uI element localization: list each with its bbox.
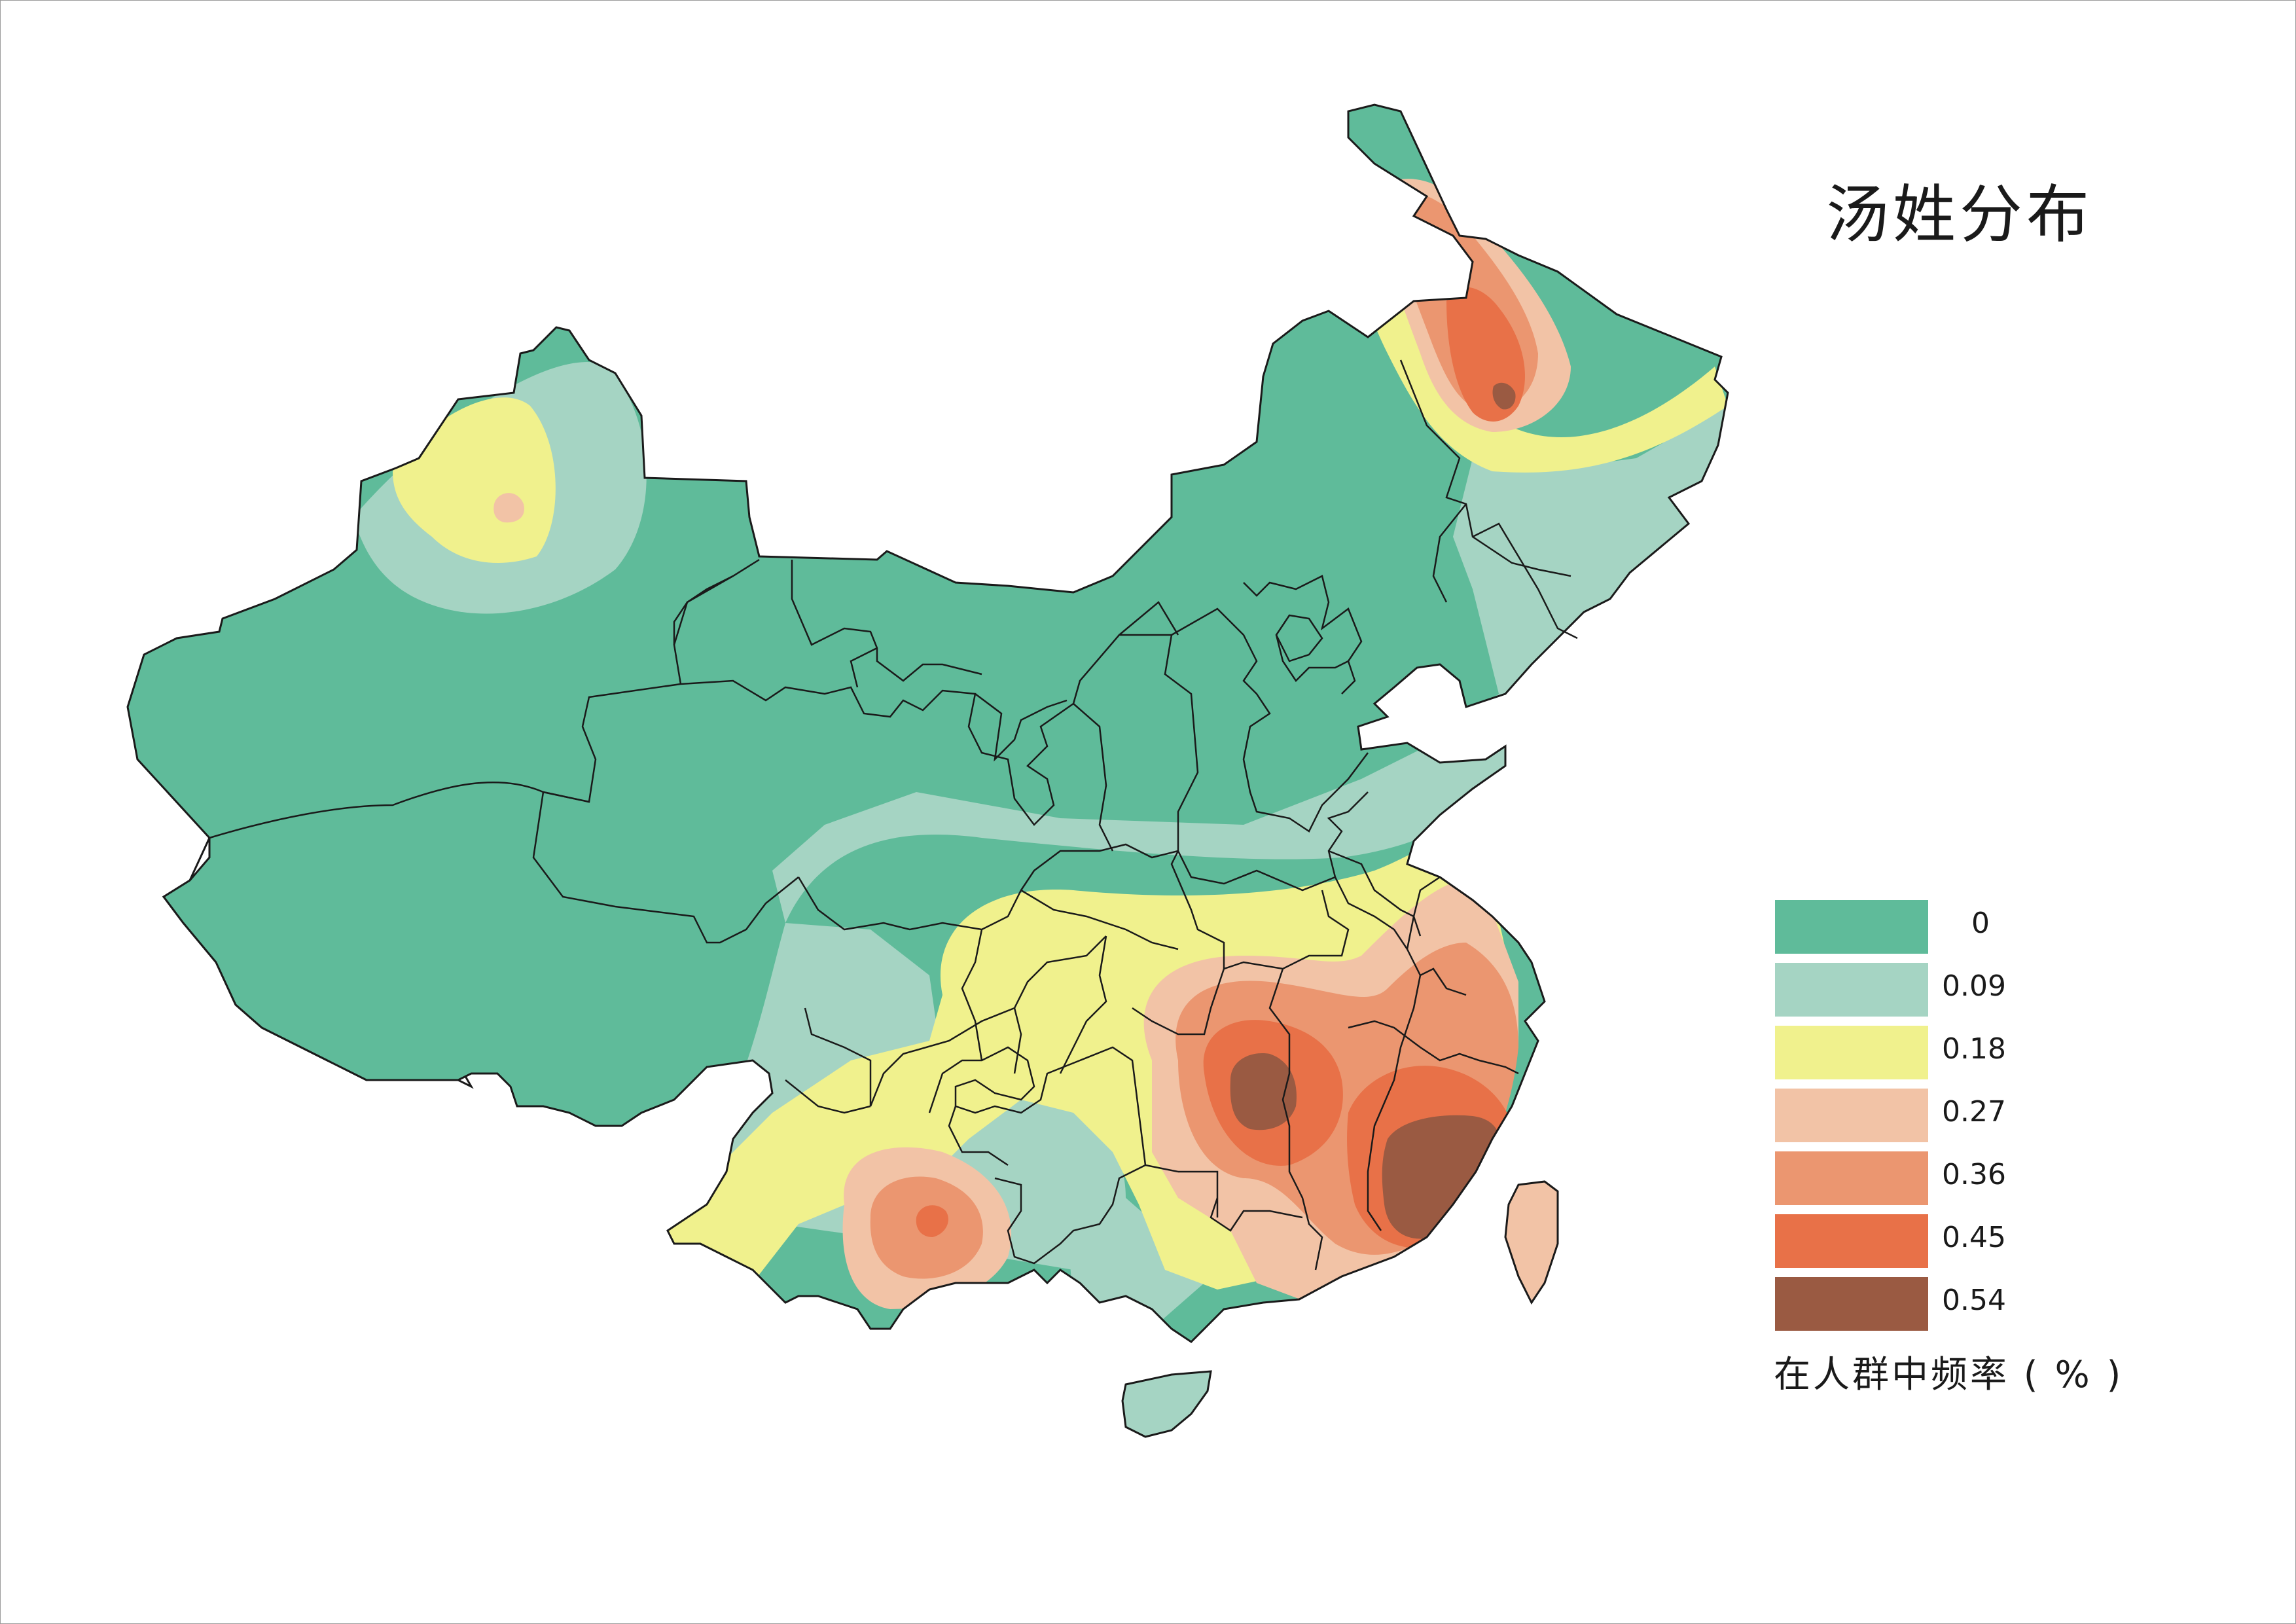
- legend-swatch: [1775, 1089, 1928, 1142]
- contour-0.54: [1230, 1053, 1297, 1130]
- contour-0.54: [1492, 382, 1516, 410]
- contour-0.09: [772, 406, 1728, 923]
- legend-swatch: [1775, 900, 1928, 954]
- province-boundaries: [209, 359, 1578, 1271]
- legend-swatch: [1775, 1214, 1928, 1268]
- contour-0.18: [393, 397, 556, 563]
- legend-label: 0.09: [1942, 969, 2006, 1003]
- legend-label: 0.45: [1942, 1221, 2006, 1254]
- legend-label: 0.27: [1942, 1095, 2006, 1128]
- island-taiwan: [1504, 1180, 1559, 1305]
- contour-0.09: [1060, 1123, 1204, 1329]
- legend-caption: 在人群中频率 ( % ): [1774, 1354, 2124, 1396]
- legend-swatch: [1775, 1151, 1928, 1205]
- map-title: 汤姓分布: [1826, 178, 2093, 251]
- contour-0.54: [1382, 1115, 1501, 1239]
- legend-swatch: [1775, 1026, 1928, 1079]
- legend-label: 0: [1971, 907, 1990, 940]
- contour-0.45: [916, 1205, 948, 1237]
- island-hainan: [1121, 1370, 1212, 1438]
- legend-swatch: [1775, 1277, 1928, 1331]
- legend-label: 0.36: [1942, 1158, 2006, 1191]
- legend-swatch: [1775, 963, 1928, 1017]
- legend-label: 0.54: [1942, 1284, 2006, 1317]
- country-outline: [126, 103, 1729, 1343]
- legend-label: 0.18: [1942, 1032, 2006, 1066]
- contour-0.27: [493, 493, 524, 523]
